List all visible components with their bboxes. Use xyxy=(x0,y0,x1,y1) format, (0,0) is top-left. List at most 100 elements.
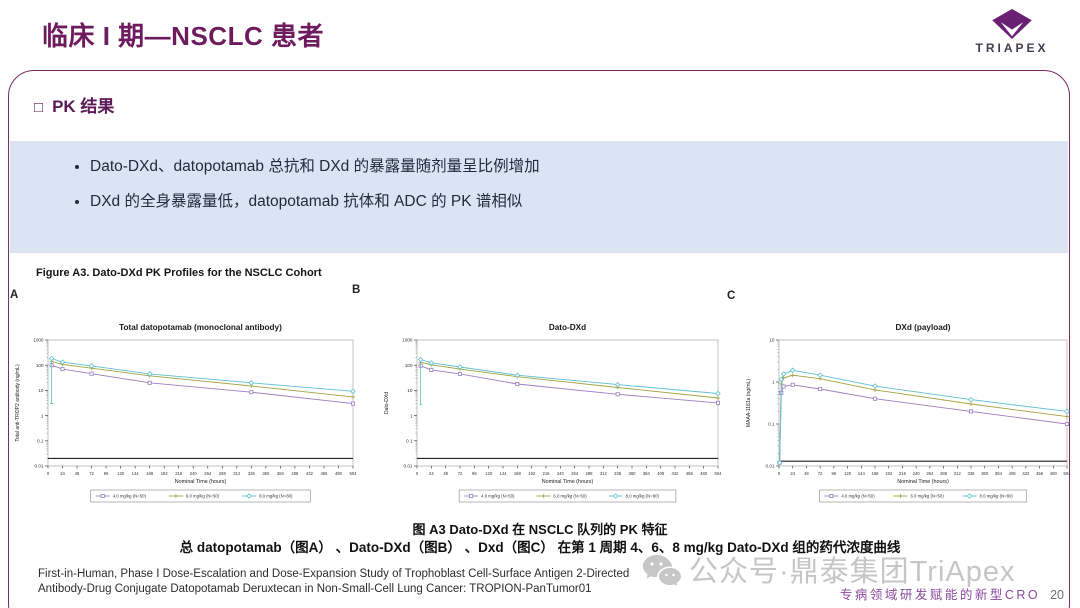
svg-text:384: 384 xyxy=(277,471,285,476)
svg-text:48: 48 xyxy=(75,471,80,476)
square-bullet-icon: □ xyxy=(34,99,44,116)
svg-text:Nominal Time (hours): Nominal Time (hours) xyxy=(175,479,227,485)
svg-text:DXd (payload): DXd (payload) xyxy=(895,323,950,332)
svg-text:432: 432 xyxy=(306,471,314,476)
svg-text:480: 480 xyxy=(700,471,708,476)
svg-text:432: 432 xyxy=(1022,471,1030,476)
svg-text:1: 1 xyxy=(41,413,44,418)
svg-text:312: 312 xyxy=(600,471,608,476)
svg-text:432: 432 xyxy=(672,471,680,476)
svg-text:Total datopotamab (monoclonal: Total datopotamab (monoclonal antibody) xyxy=(119,323,282,332)
highlight-band xyxy=(10,141,1068,253)
svg-text:6.0 mg/kg (N=50): 6.0 mg/kg (N=50) xyxy=(910,494,944,499)
panel-label-a: A xyxy=(10,289,19,301)
svg-text:312: 312 xyxy=(954,471,962,476)
svg-text:120: 120 xyxy=(117,471,125,476)
svg-text:336: 336 xyxy=(248,471,256,476)
figure-caption-cn-title: 图 A3 Dato-DXd 在 NSCLC 队列的 PK 特征 xyxy=(412,522,668,537)
svg-text:336: 336 xyxy=(968,471,976,476)
svg-text:10: 10 xyxy=(769,338,775,343)
svg-text:192: 192 xyxy=(528,471,536,476)
svg-text:4.0 mg/kg (N=50): 4.0 mg/kg (N=50) xyxy=(481,494,515,499)
svg-text:48: 48 xyxy=(804,471,809,476)
reference-line-1: First-in-Human, Phase I Dose-Escalation … xyxy=(38,568,630,580)
svg-text:216: 216 xyxy=(899,471,907,476)
svg-text:288: 288 xyxy=(940,471,948,476)
svg-text:1000: 1000 xyxy=(33,338,44,343)
reference-line-2: Antibody-Drug Conjugate Datopotamab Deru… xyxy=(38,583,592,595)
svg-text:Total anti-TROP2 antibody (ng/: Total anti-TROP2 antibody (ng/mL) xyxy=(15,364,21,442)
svg-text:168: 168 xyxy=(146,471,154,476)
svg-text:0.01: 0.01 xyxy=(35,464,44,469)
svg-text:360: 360 xyxy=(629,471,637,476)
svg-text:264: 264 xyxy=(571,471,579,476)
svg-text:8.0 mg/kg (N=80): 8.0 mg/kg (N=80) xyxy=(626,494,660,499)
svg-text:240: 240 xyxy=(913,471,921,476)
figure-caption-cn-detail: 总 datopotamab（图A） 、Dato-DXd（图B） 、Dxd（图C）… xyxy=(179,540,901,555)
svg-text:336: 336 xyxy=(614,471,622,476)
svg-text:1000: 1000 xyxy=(402,338,413,343)
svg-text:144: 144 xyxy=(132,471,140,476)
page-title: 临床 I 期—NSCLC 患者 xyxy=(42,21,324,51)
svg-text:100: 100 xyxy=(36,363,44,368)
svg-text:504: 504 xyxy=(1064,471,1072,476)
section-heading-text: PK 结果 xyxy=(52,97,115,116)
svg-text:96: 96 xyxy=(832,471,837,476)
svg-text:408: 408 xyxy=(291,471,299,476)
pk-chart-dxd-payload: DXd (payload) 10 1 0.1 0.01 0 24 48 72 96 120 144 16… xyxy=(741,318,1076,514)
svg-text:72: 72 xyxy=(818,471,823,476)
svg-text:0.1: 0.1 xyxy=(406,439,413,444)
svg-text:456: 456 xyxy=(1036,471,1044,476)
svg-text:48: 48 xyxy=(443,471,448,476)
bullet-item: Dato-DXd、datopotamab 总抗和 DXd 的暴露量随剂量呈比例增… xyxy=(90,156,540,177)
svg-text:0: 0 xyxy=(416,471,419,476)
svg-text:0.1: 0.1 xyxy=(768,422,775,427)
svg-text:8.0 mg/kg (N=80): 8.0 mg/kg (N=80) xyxy=(980,494,1014,499)
svg-text:384: 384 xyxy=(643,471,651,476)
svg-text:100: 100 xyxy=(405,363,413,368)
svg-text:216: 216 xyxy=(543,471,551,476)
svg-text:10: 10 xyxy=(407,388,413,393)
svg-text:360: 360 xyxy=(262,471,270,476)
page-number: 20 xyxy=(1050,588,1064,602)
footer-tagline: 专病领域研发赋能的新型CRO 20 xyxy=(840,584,1064,603)
svg-text:6.0 mg/kg (N=50): 6.0 mg/kg (N=50) xyxy=(553,494,587,499)
panel-label-b: B xyxy=(352,284,361,296)
svg-text:480: 480 xyxy=(1050,471,1058,476)
triapex-logo: TRIAPEX xyxy=(970,8,1054,55)
svg-text:120: 120 xyxy=(844,471,852,476)
svg-text:Nominal Time (hours): Nominal Time (hours) xyxy=(897,479,949,485)
svg-text:4.0 mg/kg (N=50): 4.0 mg/kg (N=50) xyxy=(841,494,875,499)
svg-text:24: 24 xyxy=(429,471,434,476)
svg-text:192: 192 xyxy=(161,471,169,476)
svg-text:168: 168 xyxy=(872,471,880,476)
svg-text:264: 264 xyxy=(926,471,934,476)
triapex-gem-icon xyxy=(992,8,1032,40)
svg-text:1: 1 xyxy=(410,413,413,418)
svg-text:192: 192 xyxy=(885,471,893,476)
wechat-icon xyxy=(643,555,681,585)
svg-text:1: 1 xyxy=(772,380,775,385)
bullet-list: Dato-DXd、datopotamab 总抗和 DXd 的暴露量随剂量呈比例增… xyxy=(72,156,540,226)
svg-text:Dato-DXd: Dato-DXd xyxy=(384,392,390,414)
svg-text:72: 72 xyxy=(89,471,94,476)
svg-text:144: 144 xyxy=(858,471,866,476)
svg-text:0.01: 0.01 xyxy=(404,464,413,469)
svg-text:240: 240 xyxy=(190,471,198,476)
reference-citation: First-in-Human, Phase I Dose-Escalation … xyxy=(38,567,629,597)
svg-text:6.0 mg/kg (N=50): 6.0 mg/kg (N=50) xyxy=(186,494,220,499)
svg-text:504: 504 xyxy=(350,471,358,476)
svg-text:0.01: 0.01 xyxy=(766,464,775,469)
svg-text:Nominal Time (hours): Nominal Time (hours) xyxy=(542,479,594,485)
pk-chart-dato-dxd: Dato-DXd 1000 100 10 1 0.1 0.01 0 24 48 72 96 120 144… xyxy=(379,318,727,514)
svg-text:456: 456 xyxy=(320,471,328,476)
figure-heading: Figure A3. Dato-DXd PK Profiles for the … xyxy=(36,267,322,279)
svg-text:288: 288 xyxy=(219,471,227,476)
svg-text:24: 24 xyxy=(790,471,795,476)
svg-text:312: 312 xyxy=(233,471,241,476)
footer-tagline-text: 专病领域研发赋能的新型CRO xyxy=(839,588,1041,602)
triapex-logo-text: TRIAPEX xyxy=(975,41,1049,55)
svg-text:144: 144 xyxy=(500,471,508,476)
watermark-text: 公众号·鼎泰集团TriApex xyxy=(689,556,1016,588)
